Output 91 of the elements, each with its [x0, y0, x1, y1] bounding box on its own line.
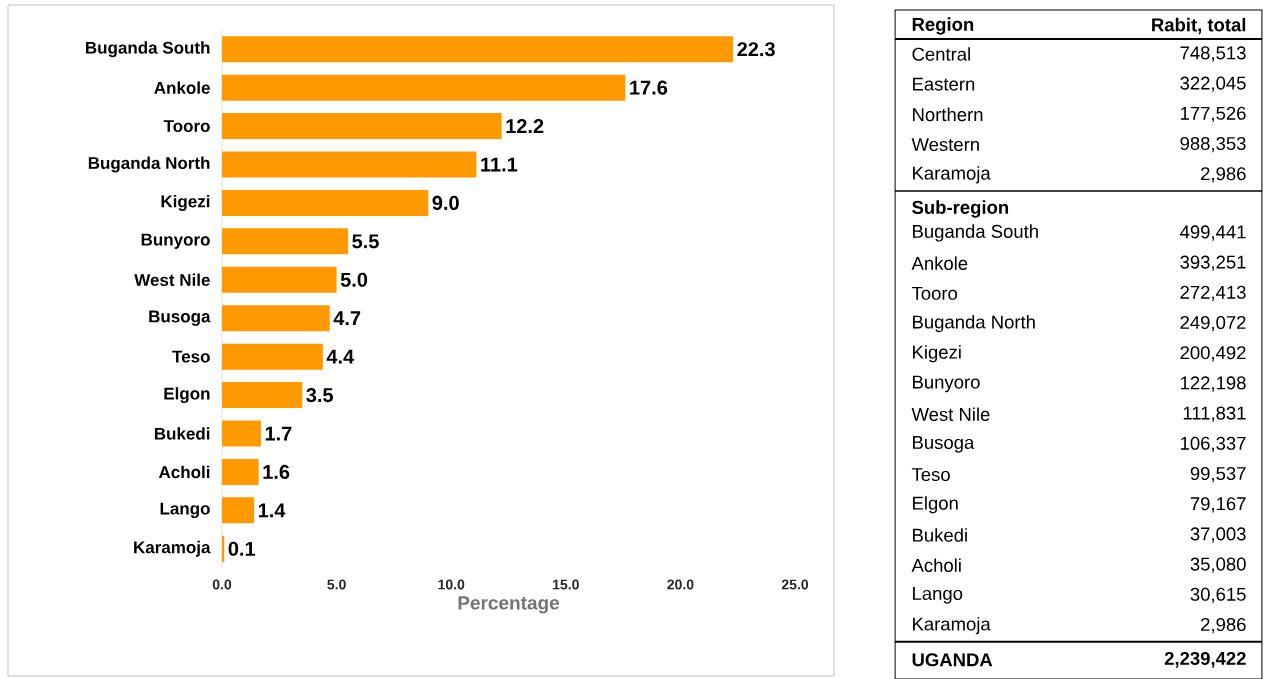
- data-label: 499,441: [1180, 225, 1246, 241]
- category-label: Ankole: [911, 256, 968, 270]
- bar: [222, 420, 261, 447]
- data-label: 1.7: [265, 426, 292, 441]
- data-label: 30,615: [1190, 587, 1246, 604]
- data-label: 37,003: [1190, 527, 1246, 543]
- bar: [222, 305, 330, 332]
- bar: [222, 343, 323, 370]
- bar: [222, 36, 734, 63]
- y-tick-label: Kigezi: [161, 194, 210, 211]
- category-label: Karamoja: [913, 166, 991, 184]
- category-label: Bunyoro: [913, 375, 980, 393]
- data-label: 988,353: [1180, 136, 1246, 153]
- data-label: 322,045: [1180, 76, 1246, 92]
- x-tick-label: 25.0: [781, 579, 809, 590]
- bar: [222, 151, 477, 178]
- y-tick-label: Elgon: [164, 387, 210, 404]
- y-tick-label: Bukedi: [154, 427, 210, 440]
- category-label: Kigezi: [913, 345, 961, 363]
- data-label: 5.5: [352, 234, 379, 249]
- data-label: 4.4: [326, 349, 355, 364]
- category-label: UGANDA: [912, 653, 993, 667]
- y-tick-label: Bunyoro: [141, 233, 210, 249]
- y-tick-label: Buganda North: [88, 156, 210, 173]
- category-label: Eastern: [913, 77, 975, 91]
- category-label: Elgon: [913, 496, 958, 514]
- x-tick-label: 20.0: [667, 579, 694, 590]
- bar: [222, 113, 502, 140]
- text: Sub-region: [912, 200, 1009, 218]
- data-label: 249,072: [1180, 315, 1246, 332]
- data-label: 0.1: [228, 541, 256, 556]
- data-label: 177,526: [1181, 106, 1246, 123]
- category-label: Lango: [913, 587, 963, 604]
- bar: [222, 189, 429, 216]
- y-tick-label: West Nile: [134, 273, 210, 287]
- y-tick-label: Tooro: [163, 120, 210, 133]
- category-label: Central: [912, 47, 970, 61]
- data-label: 748,513: [1180, 46, 1246, 62]
- data-label: 17.6: [630, 80, 668, 95]
- bar: [222, 458, 259, 485]
- category-label: Teso: [911, 468, 950, 482]
- data-label: 2,986: [1201, 167, 1246, 183]
- data-label: 393,251: [1180, 255, 1246, 271]
- data-label: 99,537: [1190, 466, 1246, 483]
- x-tick-label: 0.0: [212, 579, 232, 590]
- category-label: Buganda North: [913, 314, 1035, 333]
- y-tick-label: Acholi: [158, 465, 210, 479]
- bar: [222, 497, 255, 524]
- data-label: 2,986: [1201, 617, 1246, 634]
- x-tick-label: 10.0: [438, 579, 465, 590]
- data-label: 11.1: [481, 157, 518, 172]
- y-tick-label: Buganda South: [86, 41, 210, 58]
- category-label: Karamoja: [913, 616, 991, 635]
- data-label: 4.7: [333, 311, 361, 326]
- category-label: Buganda South: [913, 224, 1038, 242]
- category-label: Western: [911, 138, 979, 152]
- x-tick-label: 15.0: [553, 579, 579, 590]
- data-label: 200,492: [1180, 346, 1246, 362]
- x-axis-title: Percentage: [458, 596, 560, 614]
- bar: [222, 228, 349, 255]
- category-label: Acholi: [911, 558, 961, 572]
- data-label: 1.4: [258, 503, 286, 518]
- category-label: Bukedi: [913, 528, 967, 542]
- data-label: 9.0: [432, 195, 459, 211]
- data-label: 22.3: [737, 42, 775, 57]
- bar: [222, 382, 303, 409]
- data-label: 111,831: [1183, 406, 1246, 422]
- bar: [222, 266, 337, 293]
- data-label: 122,198: [1181, 376, 1246, 392]
- data-label: 35,080: [1190, 557, 1246, 573]
- y-tick-label: Ankole: [154, 81, 210, 94]
- data-label: 3.5: [306, 387, 334, 403]
- data-label: 2,239,422: [1164, 651, 1246, 668]
- category-label: Busoga: [913, 436, 975, 453]
- data-label: 272,413: [1180, 285, 1246, 302]
- category-label: Tooro: [911, 286, 958, 300]
- text: Rabit, total: [1152, 17, 1246, 35]
- data-label: 12.2: [506, 119, 544, 134]
- category-label: West Nile: [911, 407, 990, 421]
- x-tick-label: 5.0: [327, 579, 346, 590]
- text: Region: [912, 17, 974, 35]
- data-label: 5.0: [340, 272, 368, 287]
- y-tick-label: Busoga: [149, 310, 211, 326]
- data-label: 106,337: [1181, 436, 1246, 453]
- data-label: 1.6: [263, 464, 290, 479]
- y-tick-label: Teso: [172, 350, 210, 363]
- y-tick-label: Karamoja: [134, 540, 211, 557]
- category-label: Northern: [913, 107, 983, 122]
- y-tick-label: Lango: [160, 502, 210, 519]
- bar: [222, 74, 626, 101]
- data-label: 79,167: [1190, 497, 1246, 513]
